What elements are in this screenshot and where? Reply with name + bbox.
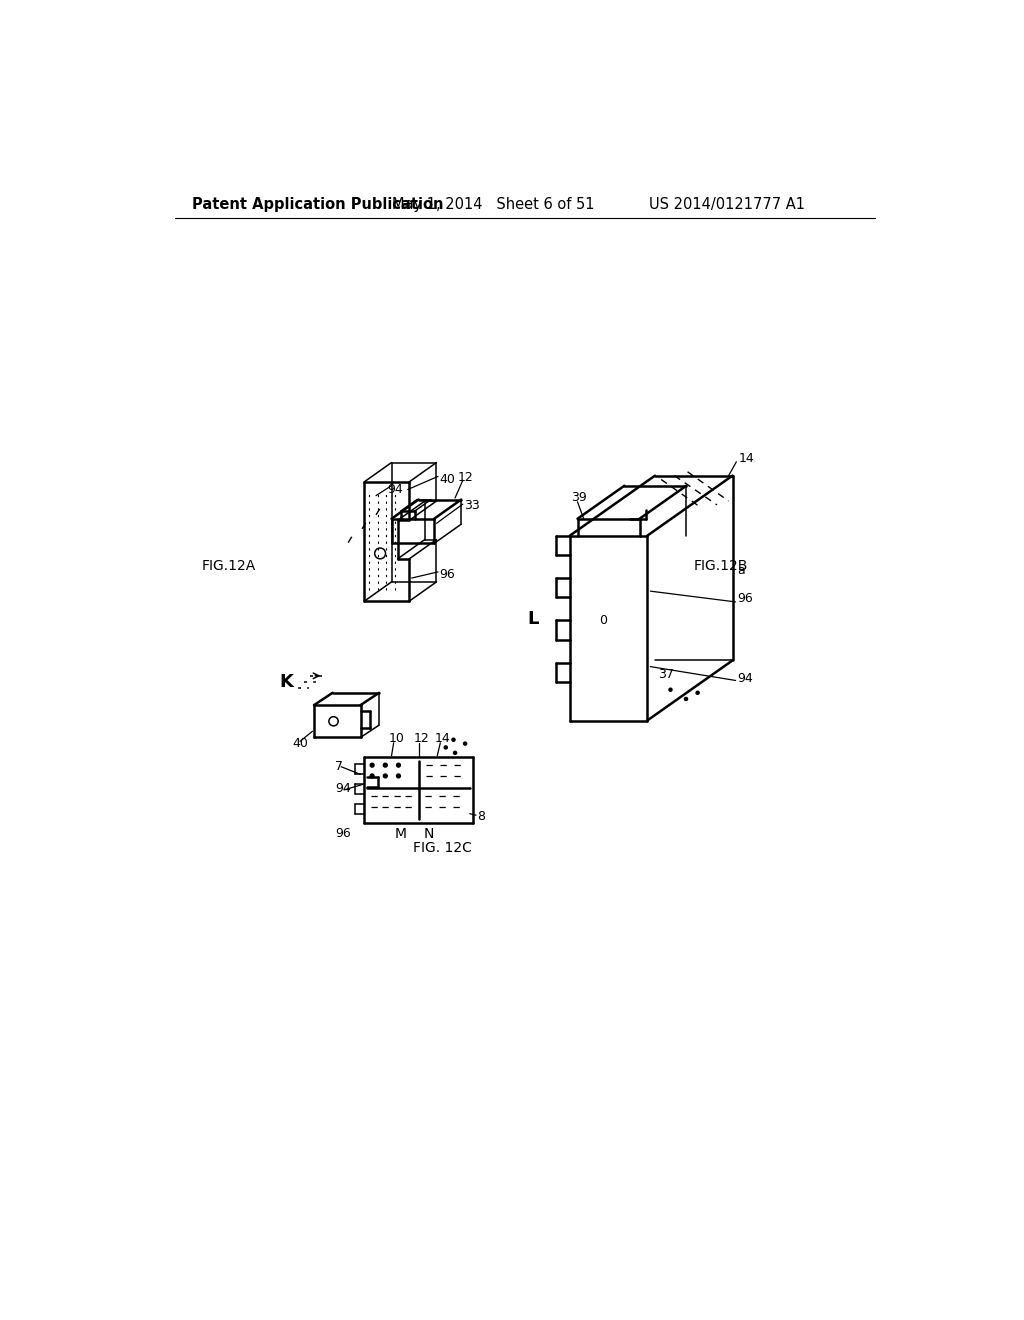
Text: US 2014/0121777 A1: US 2014/0121777 A1 [649, 197, 805, 213]
Text: K: K [280, 673, 293, 690]
Text: 8: 8 [477, 810, 485, 824]
Text: FIG. 12C: FIG. 12C [414, 841, 472, 854]
Circle shape [669, 688, 672, 692]
Text: FIG.12B: FIG.12B [693, 560, 749, 573]
Text: 40: 40 [292, 737, 308, 750]
Text: 96: 96 [737, 593, 753, 606]
Text: 7: 7 [335, 760, 343, 774]
Text: 94: 94 [388, 483, 403, 496]
Circle shape [444, 746, 447, 748]
Text: M: M [395, 828, 407, 841]
Circle shape [396, 774, 400, 777]
Circle shape [452, 738, 455, 742]
Text: 96: 96 [439, 568, 456, 581]
Text: 40: 40 [439, 473, 456, 486]
Text: N: N [424, 828, 434, 841]
Text: 14: 14 [738, 453, 755, 465]
Text: a: a [737, 564, 744, 577]
Text: 10: 10 [388, 733, 404, 746]
Circle shape [464, 742, 467, 744]
Text: 12: 12 [414, 733, 429, 746]
Text: 96: 96 [335, 828, 350, 841]
Text: 12: 12 [458, 471, 473, 484]
Text: Patent Application Publication: Patent Application Publication [191, 197, 443, 213]
Text: FIG.12A: FIG.12A [202, 560, 256, 573]
Text: 0: 0 [599, 614, 607, 627]
Text: L: L [527, 610, 539, 628]
Text: May 1, 2014   Sheet 6 of 51: May 1, 2014 Sheet 6 of 51 [391, 197, 594, 213]
Circle shape [383, 763, 387, 767]
Circle shape [684, 697, 687, 701]
Circle shape [371, 763, 374, 767]
Circle shape [371, 774, 374, 777]
Text: 94: 94 [737, 672, 753, 685]
Text: 94: 94 [335, 781, 350, 795]
Text: 33: 33 [464, 499, 480, 512]
Text: 39: 39 [571, 491, 587, 504]
Text: 14: 14 [435, 733, 451, 746]
Text: 37: 37 [658, 668, 674, 681]
Circle shape [696, 692, 699, 694]
Circle shape [396, 763, 400, 767]
Circle shape [454, 751, 457, 755]
Circle shape [383, 774, 387, 777]
